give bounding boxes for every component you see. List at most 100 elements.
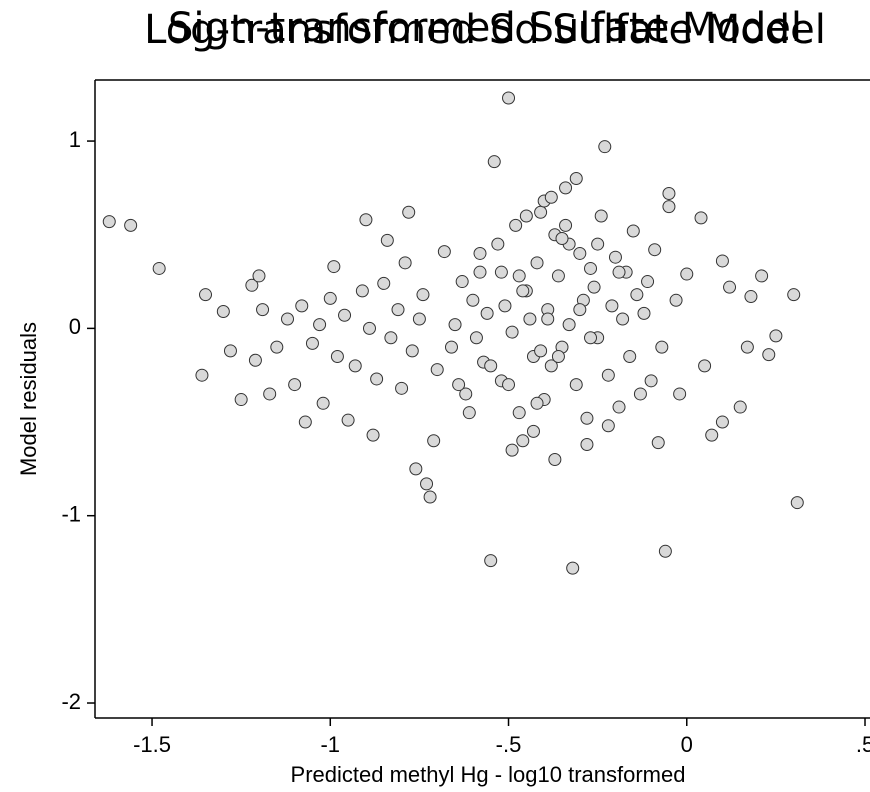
point: [790, 496, 804, 510]
point: [669, 293, 683, 307]
point: [584, 331, 598, 345]
point: [562, 318, 576, 332]
point: [551, 349, 565, 363]
point: [327, 260, 341, 274]
point: [733, 400, 747, 414]
point: [395, 381, 409, 395]
point: [544, 359, 558, 373]
point: [623, 349, 637, 363]
point: [295, 299, 309, 313]
point: [252, 269, 266, 283]
point: [580, 411, 594, 425]
point: [591, 237, 605, 251]
point: [362, 321, 376, 335]
point: [526, 424, 540, 438]
point: [338, 308, 352, 322]
point: [466, 293, 480, 307]
point: [587, 280, 601, 294]
point: [633, 387, 647, 401]
point: [601, 368, 615, 382]
point: [516, 284, 530, 298]
point: [359, 213, 373, 227]
point: [452, 378, 466, 392]
point: [715, 254, 729, 268]
point: [469, 331, 483, 345]
point: [530, 396, 544, 410]
point: [377, 276, 391, 290]
point: [612, 400, 626, 414]
point: [444, 340, 458, 354]
point: [612, 265, 626, 279]
point: [473, 246, 487, 260]
point: [573, 246, 587, 260]
point: [348, 359, 362, 373]
point: [519, 209, 533, 223]
point: [608, 250, 622, 264]
point: [569, 378, 583, 392]
y-tick-label: -1: [61, 502, 81, 527]
chart-title: Log-transformed Sd Sulfate Model: [144, 7, 826, 53]
point: [673, 387, 687, 401]
point: [744, 290, 758, 304]
y-tick-label: 1: [69, 127, 81, 152]
point: [281, 312, 295, 326]
point: [598, 140, 612, 154]
point: [573, 303, 587, 317]
point: [680, 267, 694, 281]
point: [423, 490, 437, 504]
point: [448, 318, 462, 332]
point: [263, 387, 277, 401]
point: [601, 419, 615, 433]
point: [288, 378, 302, 392]
point: [541, 312, 555, 326]
point: [705, 428, 719, 442]
point: [787, 288, 801, 302]
point: [548, 453, 562, 467]
point: [662, 187, 676, 201]
point: [505, 325, 519, 339]
point: [723, 280, 737, 294]
point: [380, 233, 394, 247]
point: [644, 374, 658, 388]
point: [698, 359, 712, 373]
x-tick-label: -1: [320, 732, 340, 757]
point: [427, 434, 441, 448]
x-tick-label: -.5: [496, 732, 522, 757]
x-axis-title: Predicted methyl Hg - log10 transformed: [291, 762, 686, 787]
point: [605, 299, 619, 313]
point: [584, 261, 598, 275]
point: [398, 256, 412, 270]
point: [559, 218, 573, 232]
point: [102, 215, 116, 229]
point: [551, 269, 565, 283]
point: [502, 378, 516, 392]
point: [355, 284, 369, 298]
point: [216, 305, 230, 319]
point: [323, 291, 337, 305]
point: [152, 261, 166, 275]
point: [480, 306, 494, 320]
point: [512, 406, 526, 420]
point: [502, 91, 516, 105]
point: [234, 393, 248, 407]
point: [384, 331, 398, 345]
point: [491, 237, 505, 251]
point: [655, 340, 669, 354]
point: [637, 306, 651, 320]
point: [509, 218, 523, 232]
point: [648, 243, 662, 257]
point: [569, 172, 583, 186]
point: [534, 205, 548, 219]
point: [124, 218, 138, 232]
point: [341, 413, 355, 427]
point: [256, 303, 270, 317]
point: [223, 344, 237, 358]
y-tick-label: -2: [61, 689, 81, 714]
point: [313, 318, 327, 332]
point: [487, 155, 501, 169]
y-tick-label: 0: [69, 314, 81, 339]
point: [523, 312, 537, 326]
point: [555, 231, 569, 245]
point: [405, 344, 419, 358]
point: [658, 544, 672, 558]
